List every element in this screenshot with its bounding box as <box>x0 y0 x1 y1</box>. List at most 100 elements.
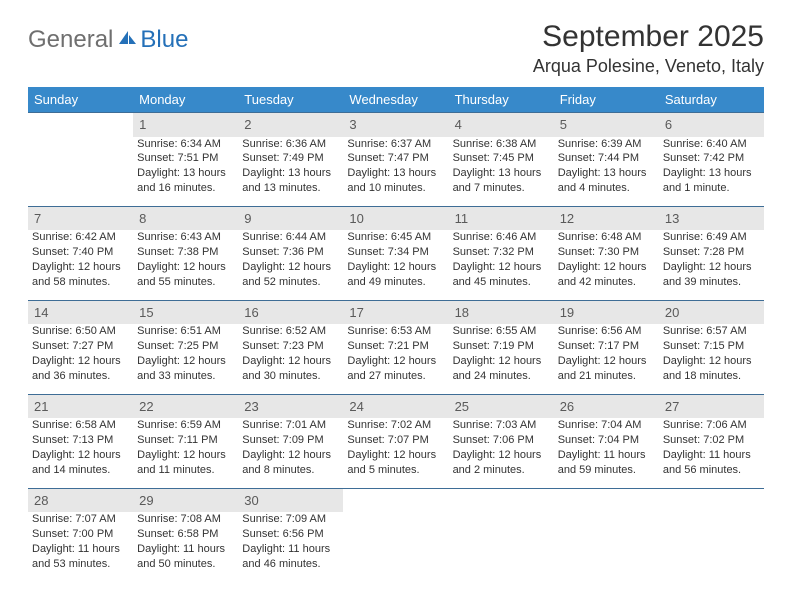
brand-accent: Blue <box>140 26 188 54</box>
cell-day2: and 30 minutes. <box>242 369 339 384</box>
cell-sunrise: Sunrise: 6:34 AM <box>137 137 234 152</box>
cell-day1: Daylight: 12 hours <box>453 354 550 369</box>
cell-day1: Daylight: 12 hours <box>663 260 760 275</box>
cell-sunset: Sunset: 7:47 PM <box>347 151 444 166</box>
day-number: 7 <box>28 206 133 230</box>
cell-sunrise: Sunrise: 6:50 AM <box>32 324 129 339</box>
cell-day2: and 27 minutes. <box>347 369 444 384</box>
cell-day1: Daylight: 13 hours <box>347 166 444 181</box>
day-cell: Sunrise: 6:49 AMSunset: 7:28 PMDaylight:… <box>659 230 764 300</box>
cell-day2: and 11 minutes. <box>137 463 234 478</box>
cell-sunrise: Sunrise: 6:59 AM <box>137 418 234 433</box>
cell-day2: and 8 minutes. <box>242 463 339 478</box>
cell-sunset: Sunset: 7:17 PM <box>558 339 655 354</box>
day-cell <box>28 137 133 207</box>
cell-day1: Daylight: 13 hours <box>558 166 655 181</box>
cell-day1: Daylight: 12 hours <box>347 260 444 275</box>
cell-day2: and 55 minutes. <box>137 275 234 290</box>
cell-day2: and 56 minutes. <box>663 463 760 478</box>
cell-day1: Daylight: 12 hours <box>347 448 444 463</box>
cell-day2: and 18 minutes. <box>663 369 760 384</box>
cell-sunset: Sunset: 7:13 PM <box>32 433 129 448</box>
cell-day1: Daylight: 12 hours <box>242 260 339 275</box>
cell-sunset: Sunset: 7:45 PM <box>453 151 550 166</box>
day-number <box>449 488 554 512</box>
cell-day2: and 7 minutes. <box>453 181 550 196</box>
day-number: 17 <box>343 300 448 324</box>
cell-day1: Daylight: 12 hours <box>347 354 444 369</box>
cell-sunrise: Sunrise: 6:56 AM <box>558 324 655 339</box>
day-number: 4 <box>449 113 554 137</box>
cell-sunrise: Sunrise: 7:04 AM <box>558 418 655 433</box>
cell-sunset: Sunset: 7:09 PM <box>242 433 339 448</box>
day-header: Wednesday <box>343 87 448 113</box>
cell-sunset: Sunset: 7:27 PM <box>32 339 129 354</box>
day-number-row: 14151617181920 <box>28 300 764 324</box>
cell-sunrise: Sunrise: 6:52 AM <box>242 324 339 339</box>
day-cell: Sunrise: 7:09 AMSunset: 6:56 PMDaylight:… <box>238 512 343 581</box>
cell-sunrise: Sunrise: 6:55 AM <box>453 324 550 339</box>
cell-sunrise: Sunrise: 6:48 AM <box>558 230 655 245</box>
cell-sunset: Sunset: 6:58 PM <box>137 527 234 542</box>
day-cell: Sunrise: 6:40 AMSunset: 7:42 PMDaylight:… <box>659 137 764 207</box>
cell-sunset: Sunset: 7:36 PM <box>242 245 339 260</box>
day-cell: Sunrise: 7:08 AMSunset: 6:58 PMDaylight:… <box>133 512 238 581</box>
cell-sunrise: Sunrise: 6:40 AM <box>663 137 760 152</box>
cell-sunset: Sunset: 6:56 PM <box>242 527 339 542</box>
cell-day1: Daylight: 12 hours <box>558 354 655 369</box>
day-cell: Sunrise: 6:38 AMSunset: 7:45 PMDaylight:… <box>449 137 554 207</box>
cell-sunset: Sunset: 7:42 PM <box>663 151 760 166</box>
day-number: 20 <box>659 300 764 324</box>
cell-sunset: Sunset: 7:44 PM <box>558 151 655 166</box>
day-number <box>28 113 133 137</box>
cell-day2: and 33 minutes. <box>137 369 234 384</box>
cell-day1: Daylight: 12 hours <box>453 260 550 275</box>
day-cell: Sunrise: 6:50 AMSunset: 7:27 PMDaylight:… <box>28 324 133 394</box>
day-content-row: Sunrise: 6:58 AMSunset: 7:13 PMDaylight:… <box>28 418 764 488</box>
cell-day1: Daylight: 12 hours <box>242 448 339 463</box>
cell-sunset: Sunset: 7:32 PM <box>453 245 550 260</box>
cell-sunrise: Sunrise: 6:46 AM <box>453 230 550 245</box>
day-number: 29 <box>133 488 238 512</box>
day-number: 18 <box>449 300 554 324</box>
day-cell: Sunrise: 6:52 AMSunset: 7:23 PMDaylight:… <box>238 324 343 394</box>
cell-sunset: Sunset: 7:38 PM <box>137 245 234 260</box>
cell-sunset: Sunset: 7:19 PM <box>453 339 550 354</box>
sail-icon <box>117 28 137 53</box>
cell-day1: Daylight: 12 hours <box>663 354 760 369</box>
cell-sunrise: Sunrise: 6:45 AM <box>347 230 444 245</box>
cell-sunset: Sunset: 7:34 PM <box>347 245 444 260</box>
brand-main: General <box>28 26 113 54</box>
cell-sunrise: Sunrise: 6:39 AM <box>558 137 655 152</box>
cell-sunrise: Sunrise: 6:51 AM <box>137 324 234 339</box>
day-number: 8 <box>133 206 238 230</box>
day-cell: Sunrise: 7:04 AMSunset: 7:04 PMDaylight:… <box>554 418 659 488</box>
day-number: 22 <box>133 394 238 418</box>
day-number: 15 <box>133 300 238 324</box>
cell-sunrise: Sunrise: 7:07 AM <box>32 512 129 527</box>
day-number: 13 <box>659 206 764 230</box>
cell-day2: and 49 minutes. <box>347 275 444 290</box>
day-content-row: Sunrise: 6:42 AMSunset: 7:40 PMDaylight:… <box>28 230 764 300</box>
day-cell <box>343 512 448 581</box>
cell-sunrise: Sunrise: 6:37 AM <box>347 137 444 152</box>
day-cell: Sunrise: 7:07 AMSunset: 7:00 PMDaylight:… <box>28 512 133 581</box>
day-content-row: Sunrise: 6:34 AMSunset: 7:51 PMDaylight:… <box>28 137 764 207</box>
cell-day1: Daylight: 13 hours <box>663 166 760 181</box>
day-number: 3 <box>343 113 448 137</box>
brand-logo: General Blue <box>28 20 188 54</box>
day-number: 25 <box>449 394 554 418</box>
calendar-table: Sunday Monday Tuesday Wednesday Thursday… <box>28 87 764 582</box>
day-header: Monday <box>133 87 238 113</box>
cell-sunrise: Sunrise: 6:49 AM <box>663 230 760 245</box>
cell-day1: Daylight: 12 hours <box>137 354 234 369</box>
day-cell: Sunrise: 7:01 AMSunset: 7:09 PMDaylight:… <box>238 418 343 488</box>
day-number-row: 78910111213 <box>28 206 764 230</box>
cell-sunrise: Sunrise: 7:03 AM <box>453 418 550 433</box>
cell-sunrise: Sunrise: 6:38 AM <box>453 137 550 152</box>
cell-sunrise: Sunrise: 6:36 AM <box>242 137 339 152</box>
day-number: 11 <box>449 206 554 230</box>
day-cell: Sunrise: 6:57 AMSunset: 7:15 PMDaylight:… <box>659 324 764 394</box>
cell-sunset: Sunset: 7:30 PM <box>558 245 655 260</box>
day-number-row: 123456 <box>28 113 764 137</box>
